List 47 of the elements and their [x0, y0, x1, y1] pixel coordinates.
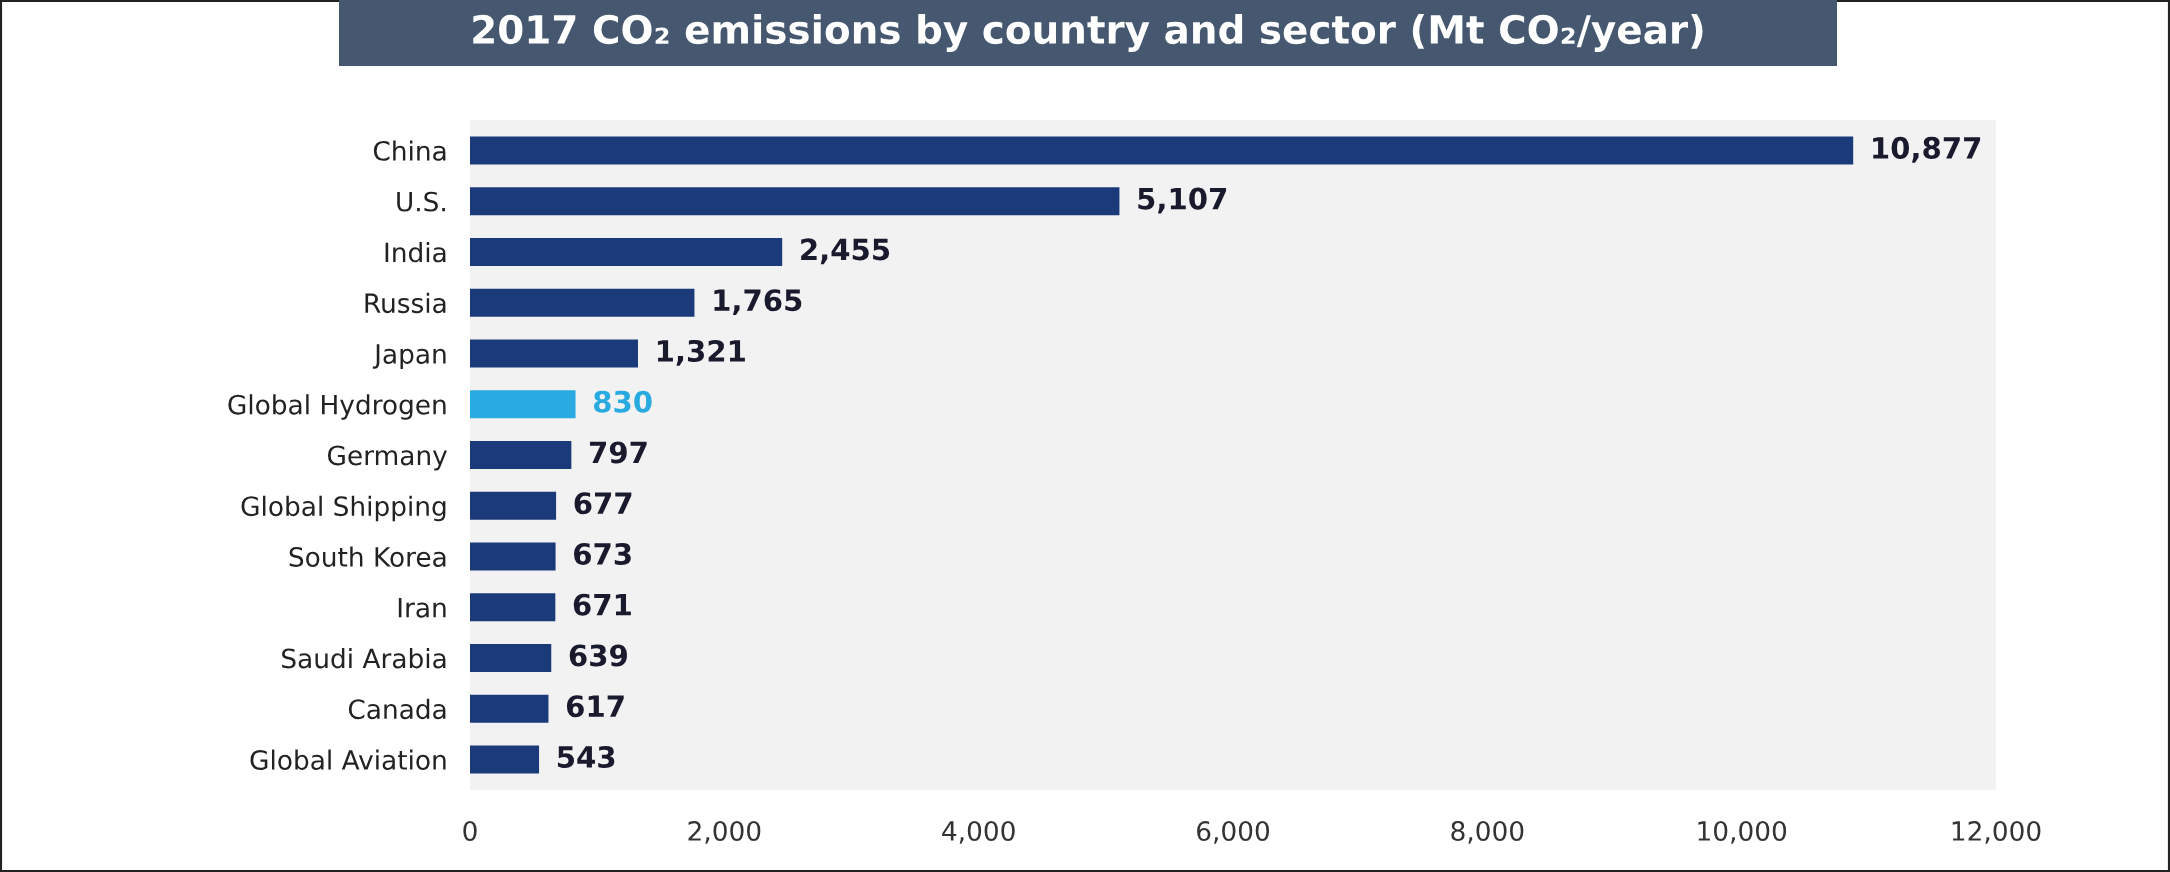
x-tick-label: 0: [463, 821, 477, 841]
bar: [470, 441, 572, 469]
data-label: 543: [557, 745, 615, 769]
x-tick-label: 6,000: [1197, 821, 1270, 844]
data-label: 1,765: [714, 289, 802, 315]
bar: [470, 542, 556, 571]
y-tick-label: China: [373, 140, 446, 161]
bar: [470, 187, 1120, 216]
bar: [470, 745, 540, 774]
bar: [470, 644, 552, 672]
bar: [470, 238, 783, 266]
bar: [470, 390, 576, 419]
y-tick-label: Germany: [327, 445, 447, 471]
y-tick-label: Global Shipping: [241, 495, 446, 522]
y-tick-label: Global Hydrogen: [228, 394, 446, 420]
data-label: 677: [574, 492, 632, 515]
data-label: 5,107: [1138, 187, 1227, 214]
bar: [470, 288, 695, 317]
data-label: 673: [574, 542, 631, 565]
bar: [470, 694, 549, 723]
data-label: 617: [566, 695, 624, 718]
data-label: 2,455: [801, 238, 890, 265]
x-tick-label: 12,000: [1952, 821, 2041, 844]
data-label: 671: [573, 593, 631, 616]
x-tick-label: 8,000: [1451, 821, 1524, 844]
data-label: 639: [569, 644, 627, 667]
y-tick-label: Canada: [348, 698, 446, 720]
x-tick-label: 4,000: [942, 821, 1015, 844]
bar: [470, 136, 1854, 165]
data-label: 10,877: [1873, 136, 1981, 163]
data-label: 797: [589, 441, 647, 464]
data-label: 1,321: [657, 339, 745, 366]
y-tick-label: U.S.: [397, 191, 445, 212]
y-tick-label: South Korea: [289, 546, 446, 567]
x-tick-label: 10,000: [1698, 821, 1787, 844]
y-tick-label: Iran: [398, 598, 446, 618]
bar: [470, 593, 556, 622]
y-tick-label: Saudi Arabia: [282, 648, 446, 669]
data-label: 830: [594, 390, 652, 413]
bar: [470, 339, 638, 368]
chart-title: 2017 CO₂ emissions by country and sector (Mt CO₂/year): [473, 14, 1703, 52]
bar: [470, 491, 557, 520]
y-tick-label: Russia: [365, 292, 446, 314]
y-tick-label: Japan: [372, 344, 446, 369]
y-tick-label: Global Aviation: [250, 749, 446, 770]
x-tick-label: 2,000: [688, 821, 761, 844]
y-tick-label: India: [385, 241, 446, 263]
